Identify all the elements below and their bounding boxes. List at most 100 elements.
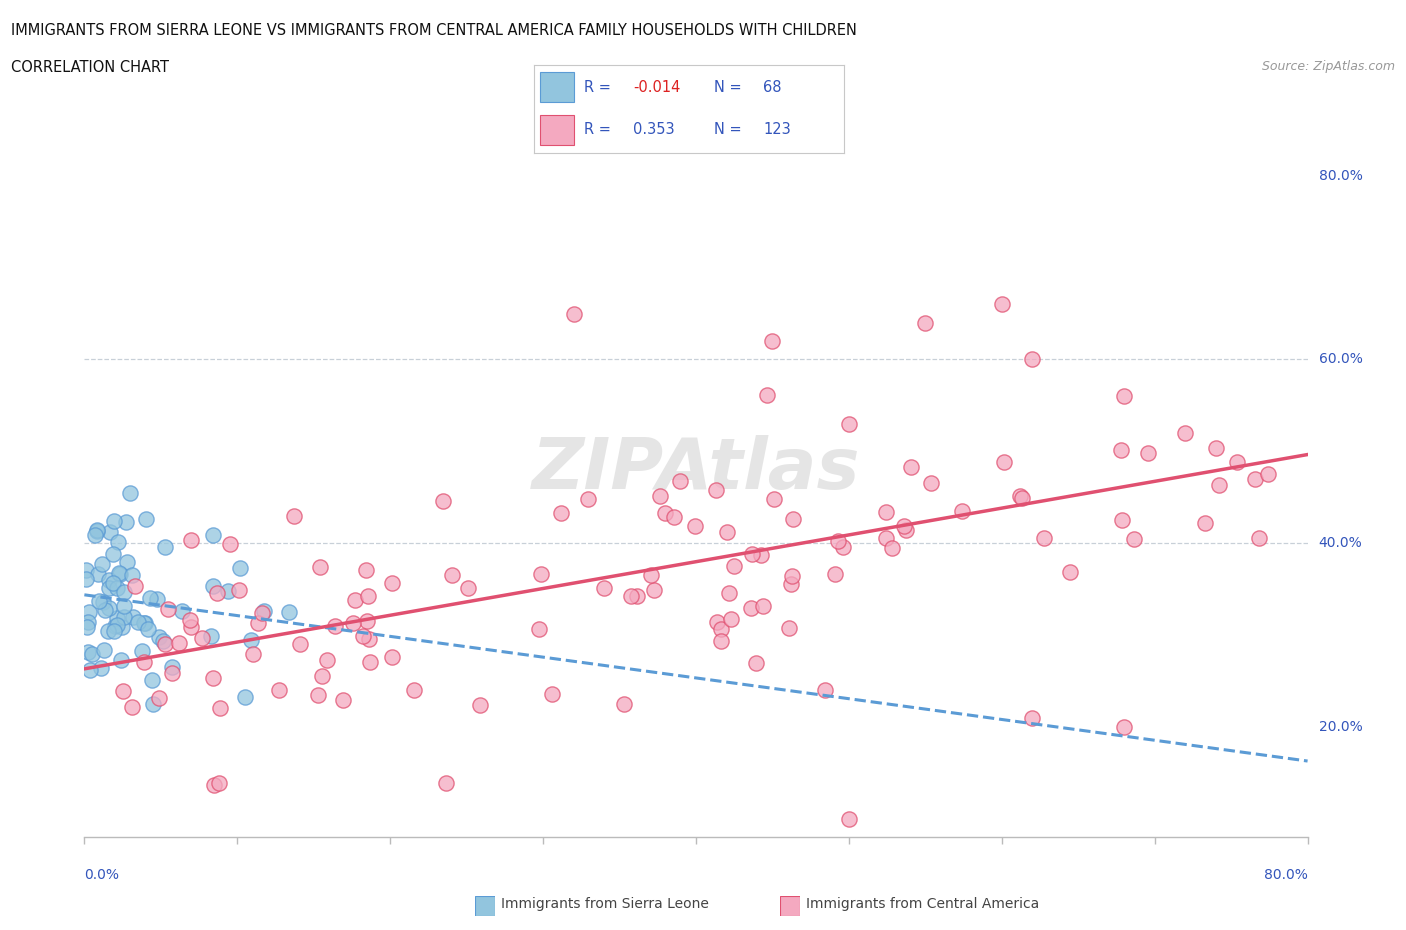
Point xyxy=(357,589,380,604)
Point xyxy=(1021,352,1043,367)
Point xyxy=(131,644,153,658)
Point xyxy=(540,687,562,702)
Point xyxy=(359,655,381,670)
Text: IMMIGRANTS FROM SIERRA LEONE VS IMMIGRANTS FROM CENTRAL AMERICA FAMILY HOUSEHOLD: IMMIGRANTS FROM SIERRA LEONE VS IMMIGRAN… xyxy=(11,23,858,38)
Point xyxy=(1011,490,1033,505)
Point xyxy=(706,483,728,498)
Point xyxy=(277,605,299,620)
Point xyxy=(250,606,273,621)
Point xyxy=(993,455,1015,470)
Point xyxy=(316,653,339,668)
Point xyxy=(87,567,110,582)
Text: N =: N = xyxy=(714,122,747,137)
Point xyxy=(115,555,138,570)
Point xyxy=(110,619,132,634)
Point xyxy=(247,616,270,631)
Point xyxy=(1174,425,1197,440)
Point xyxy=(145,592,167,607)
Point xyxy=(105,618,128,632)
Point xyxy=(200,629,222,644)
Point xyxy=(180,532,202,547)
Point xyxy=(662,510,685,525)
Point xyxy=(110,653,132,668)
Point xyxy=(1208,478,1230,493)
Point xyxy=(780,568,803,583)
Point xyxy=(648,489,671,504)
Point xyxy=(90,660,112,675)
Point xyxy=(626,589,648,604)
Point xyxy=(253,604,276,618)
Point xyxy=(201,527,224,542)
Point xyxy=(457,580,479,595)
Point xyxy=(720,611,742,626)
Point xyxy=(209,700,232,715)
Point xyxy=(356,614,378,629)
Point xyxy=(710,633,733,648)
Point xyxy=(103,513,125,528)
Point xyxy=(352,629,374,644)
Point xyxy=(381,576,404,591)
Point xyxy=(219,537,242,551)
Point xyxy=(208,776,231,790)
Point xyxy=(202,778,225,793)
Text: 68: 68 xyxy=(763,80,782,95)
Point xyxy=(807,131,830,146)
Point xyxy=(441,567,464,582)
Point xyxy=(875,505,897,520)
Point xyxy=(357,631,380,646)
Point xyxy=(86,524,108,538)
Point xyxy=(1122,531,1144,546)
Point xyxy=(342,616,364,631)
Text: ZIPAtlas: ZIPAtlas xyxy=(531,435,860,504)
Point xyxy=(104,618,127,633)
Point xyxy=(90,556,112,571)
Text: 0.0%: 0.0% xyxy=(84,868,120,882)
Point xyxy=(749,548,772,563)
Point xyxy=(148,630,170,644)
Point xyxy=(105,611,128,626)
Point xyxy=(239,632,262,647)
Text: 123: 123 xyxy=(763,122,792,137)
Point xyxy=(228,561,250,576)
Point xyxy=(332,693,354,708)
Point xyxy=(233,690,256,705)
Point xyxy=(950,504,973,519)
Point xyxy=(755,388,778,403)
Text: R =: R = xyxy=(583,122,616,137)
Point xyxy=(134,655,156,670)
Point xyxy=(354,563,377,578)
Point xyxy=(93,603,115,618)
Point xyxy=(153,637,176,652)
Point xyxy=(283,509,305,524)
Point xyxy=(205,586,228,601)
Text: Source: ZipAtlas.com: Source: ZipAtlas.com xyxy=(1261,60,1395,73)
Point xyxy=(77,604,100,619)
Point xyxy=(107,535,129,550)
Point xyxy=(167,635,190,650)
Point xyxy=(80,646,103,661)
Point xyxy=(101,576,124,591)
Point xyxy=(706,615,728,630)
Point xyxy=(894,523,917,538)
Point xyxy=(180,619,202,634)
Point xyxy=(86,523,108,538)
Point xyxy=(98,572,121,587)
Point xyxy=(98,525,121,539)
Point xyxy=(105,580,128,595)
Point xyxy=(745,656,768,671)
Point xyxy=(141,673,163,688)
Point xyxy=(160,659,183,674)
Point xyxy=(156,602,179,617)
Point xyxy=(683,519,706,534)
Point xyxy=(716,525,738,540)
Point xyxy=(103,623,125,638)
Text: 20.0%: 20.0% xyxy=(1319,720,1362,734)
Point xyxy=(87,593,110,608)
Point xyxy=(550,505,572,520)
Point xyxy=(1032,531,1054,546)
Point xyxy=(98,581,121,596)
Point xyxy=(134,615,156,630)
Point xyxy=(782,512,804,526)
Point xyxy=(112,585,135,600)
Point xyxy=(920,476,942,491)
